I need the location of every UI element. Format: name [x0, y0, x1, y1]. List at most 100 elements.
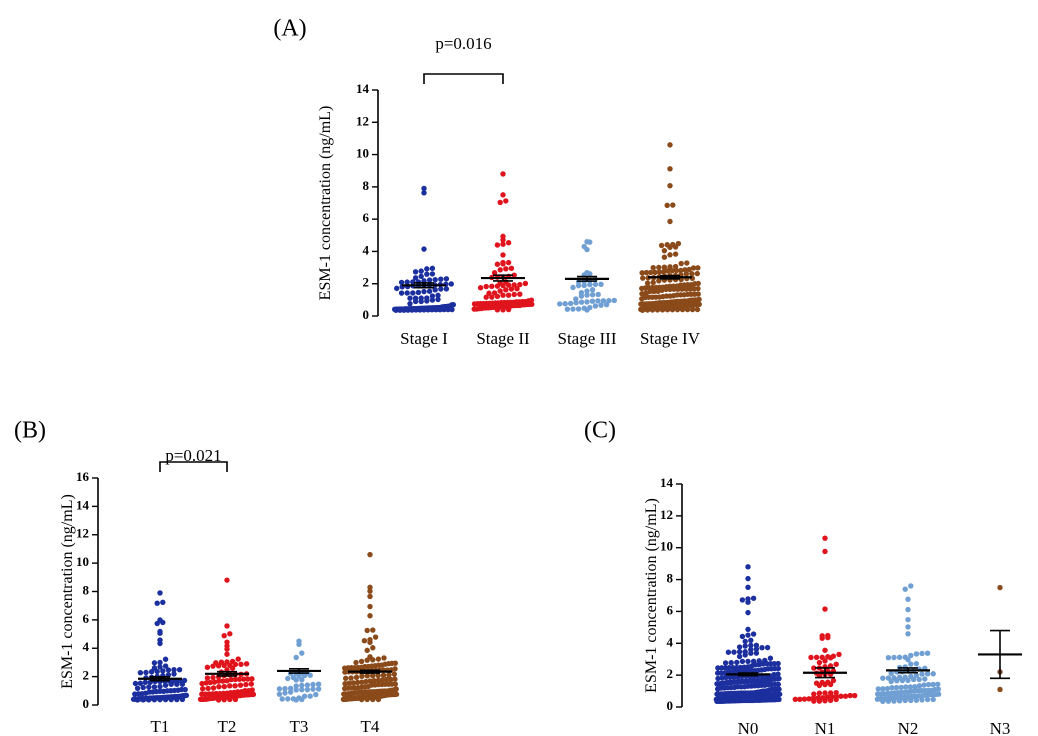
y-tick-label: 10 [76, 554, 89, 569]
data-point [722, 660, 729, 666]
data-point [489, 283, 495, 289]
data-point [134, 697, 141, 703]
data-point [367, 613, 373, 619]
data-point [908, 583, 914, 589]
data-point [216, 684, 222, 690]
data-point [157, 630, 163, 636]
data-point [296, 641, 302, 647]
data-point [935, 691, 942, 697]
data-point [764, 644, 771, 651]
data-point [730, 664, 736, 671]
data-point [686, 266, 692, 273]
data-point [656, 269, 662, 275]
data-point [722, 665, 729, 671]
data-point [168, 696, 174, 703]
data-point [764, 661, 770, 667]
data-point [500, 237, 506, 243]
data-point [235, 656, 241, 662]
data-point [151, 696, 158, 703]
data-point [448, 281, 454, 287]
data-point [505, 282, 512, 288]
data-point [398, 290, 405, 296]
data-point [905, 624, 911, 630]
data-point [578, 293, 585, 299]
data-point [684, 260, 690, 266]
data-point [237, 682, 244, 688]
data-point [285, 696, 291, 702]
series-points-Stage III [557, 239, 617, 313]
y-tick-label: 10 [356, 146, 369, 161]
data-point [910, 676, 917, 683]
data-point [667, 244, 673, 251]
data-point [595, 298, 601, 304]
data-point [359, 673, 365, 680]
data-point [364, 647, 370, 654]
data-point [833, 661, 839, 667]
data-point [371, 677, 377, 684]
x-category-label: T3 [290, 717, 309, 736]
data-point [304, 682, 311, 688]
data-point [232, 676, 239, 683]
data-point [282, 690, 288, 696]
data-point [224, 651, 230, 657]
data-point [392, 676, 398, 682]
data-point [903, 684, 909, 690]
data-point [905, 631, 911, 637]
data-point [683, 286, 689, 292]
data-point [342, 680, 348, 687]
data-point [397, 307, 403, 313]
data-point [822, 606, 828, 612]
bracket-line [423, 73, 504, 84]
data-point [497, 288, 503, 294]
y-tick-label: 10 [660, 539, 673, 554]
data-point [816, 698, 823, 704]
data-point [659, 307, 666, 313]
data-point [243, 681, 249, 688]
data-point [438, 276, 444, 282]
data-point [654, 307, 661, 313]
data-point [573, 299, 579, 306]
data-point [930, 671, 936, 677]
data-point [370, 672, 376, 679]
data-point [157, 640, 163, 647]
data-point [483, 294, 489, 300]
data-point [671, 286, 677, 292]
data-point [880, 686, 886, 692]
data-point [500, 307, 506, 313]
data-point [146, 684, 152, 690]
data-point [564, 306, 571, 312]
data-point [822, 690, 828, 696]
data-point [753, 642, 760, 648]
data-point [421, 288, 427, 295]
data-point [833, 696, 839, 703]
data-point [905, 596, 911, 602]
y-tick-label: 6 [363, 210, 370, 225]
data-point [750, 595, 757, 601]
data-point [728, 660, 734, 666]
data-point [745, 599, 751, 605]
data-point [816, 690, 823, 696]
data-point [935, 686, 942, 692]
data-point [410, 290, 416, 296]
data-point [696, 301, 702, 308]
data-point [227, 696, 233, 703]
data-point [393, 691, 400, 697]
data-point [660, 268, 667, 275]
data-point [908, 652, 914, 659]
data-point [224, 577, 230, 583]
data-point [830, 677, 837, 684]
data-point [354, 679, 361, 686]
data-point [296, 673, 302, 679]
y-tick-label: 6 [83, 611, 90, 626]
data-point [505, 259, 512, 266]
data-point [221, 683, 227, 690]
y-axis-label: ESM-1 concentration (ng/mL) [317, 106, 334, 301]
data-point [367, 639, 373, 646]
data-point [919, 671, 925, 677]
data-point [997, 686, 1003, 693]
data-point [652, 269, 658, 276]
data-point [819, 654, 825, 661]
y-tick-label: 4 [83, 639, 90, 654]
data-point [250, 691, 257, 698]
data-point [893, 684, 900, 691]
